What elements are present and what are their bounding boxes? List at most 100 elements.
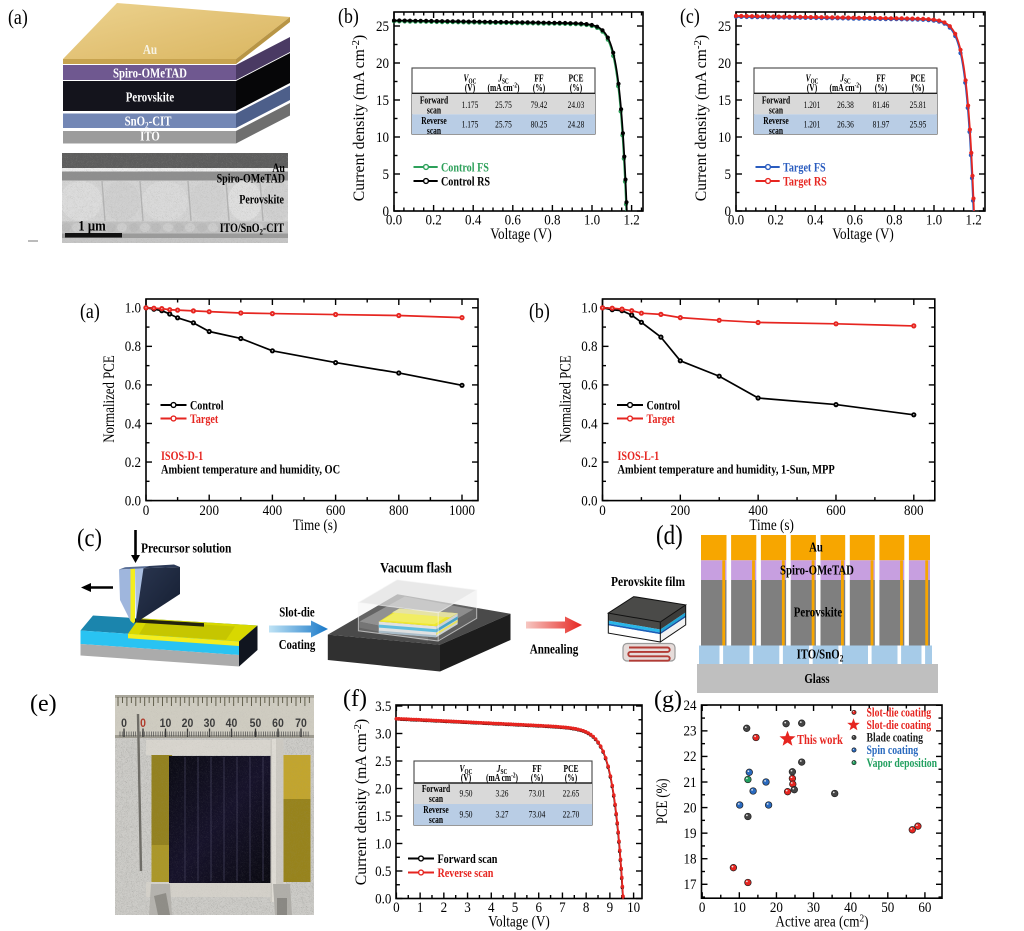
svg-text:22.65: 22.65 [563, 788, 580, 799]
svg-text:25: 25 [718, 18, 731, 34]
svg-text:3.27: 3.27 [496, 809, 509, 820]
svg-text:Perovskite film: Perovskite film [611, 574, 685, 589]
svg-text:81.46: 81.46 [873, 99, 890, 110]
svg-text:9.50: 9.50 [460, 809, 473, 820]
svg-text:Slot-die: Slot-die [279, 604, 315, 619]
svg-text:20: 20 [718, 55, 731, 71]
svg-text:800: 800 [904, 502, 924, 518]
svg-text:0.0: 0.0 [386, 212, 402, 228]
svg-text:(%): (%) [565, 772, 578, 783]
svg-text:0.6: 0.6 [581, 377, 597, 393]
svg-text:20: 20 [770, 899, 783, 915]
svg-text:Control: Control [190, 398, 224, 412]
svg-text:73.04: 73.04 [529, 809, 546, 820]
svg-text:0.6: 0.6 [125, 377, 141, 393]
svg-text:(c): (c) [77, 525, 102, 552]
svg-text:(%): (%) [912, 82, 925, 93]
svg-text:2.0: 2.0 [375, 781, 391, 797]
svg-text:scan: scan [769, 104, 783, 115]
svg-text:10: 10 [718, 129, 731, 145]
svg-text:Control FS: Control FS [441, 160, 489, 174]
svg-text:(f): (f) [343, 686, 367, 712]
svg-text:8: 8 [583, 899, 590, 915]
svg-text:2.5: 2.5 [375, 753, 391, 769]
svg-text:25.75: 25.75 [495, 99, 512, 110]
svg-text:(V): (V) [465, 82, 475, 93]
svg-text:ISOS-L-1: ISOS-L-1 [618, 449, 660, 463]
svg-text:26.36: 26.36 [837, 119, 854, 130]
svg-text:1.175: 1.175 [462, 119, 479, 130]
svg-text:200: 200 [199, 502, 219, 518]
svg-text:0.0: 0.0 [375, 891, 391, 907]
svg-text:scan: scan [429, 814, 443, 825]
svg-text:ISOS-D-1: ISOS-D-1 [161, 449, 203, 463]
svg-text:0.2: 0.2 [581, 454, 597, 470]
svg-text:5: 5 [512, 899, 519, 915]
svg-text:Target RS: Target RS [783, 174, 827, 188]
svg-text:1.0: 1.0 [581, 300, 597, 316]
svg-text:(a): (a) [80, 301, 100, 324]
svg-text:22.70: 22.70 [563, 809, 580, 820]
svg-text:0.4: 0.4 [465, 212, 481, 228]
svg-text:3.26: 3.26 [496, 788, 509, 799]
svg-text:50: 50 [881, 899, 894, 915]
svg-text:ITO/SnO2-CIT: ITO/SnO2-CIT [220, 222, 285, 237]
svg-text:1.5: 1.5 [375, 808, 391, 824]
svg-text:17: 17 [683, 876, 696, 892]
svg-text:Voltage (V): Voltage (V) [488, 914, 550, 931]
svg-text:1.0: 1.0 [125, 300, 141, 316]
svg-text:19: 19 [683, 825, 696, 841]
svg-text:1.2: 1.2 [965, 212, 981, 228]
svg-text:7: 7 [559, 899, 566, 915]
svg-text:VOC: VOC [460, 763, 473, 776]
svg-text:1 μm: 1 μm [78, 219, 106, 235]
svg-text:Target: Target [190, 412, 218, 426]
svg-text:(d): (d) [656, 521, 683, 550]
svg-text:Reverse: Reverse [421, 115, 446, 126]
svg-text:Voltage (V): Voltage (V) [490, 226, 552, 243]
svg-text:0: 0 [393, 899, 400, 915]
svg-text:Normalized PCE: Normalized PCE [101, 355, 118, 442]
svg-text:scan: scan [429, 793, 443, 804]
svg-text:(%): (%) [875, 82, 888, 93]
svg-text:0: 0 [599, 502, 606, 518]
svg-text:0.0: 0.0 [728, 212, 744, 228]
svg-text:30: 30 [807, 899, 820, 915]
svg-text:FF: FF [534, 72, 543, 83]
svg-text:3.0: 3.0 [375, 726, 391, 742]
svg-text:Time (s): Time (s) [749, 517, 794, 534]
svg-text:Au: Au [809, 539, 823, 554]
svg-text:600: 600 [826, 502, 846, 518]
svg-text:(c): (c) [680, 6, 700, 29]
svg-text:0.4: 0.4 [125, 416, 141, 432]
svg-text:scan: scan [427, 125, 441, 136]
svg-text:20: 20 [376, 55, 389, 71]
svg-text:Control: Control [647, 398, 681, 412]
svg-text:Current density (mA cm-2): Current density (mA cm-2) [350, 35, 368, 201]
svg-text:Forward: Forward [422, 783, 450, 794]
svg-text:0.2: 0.2 [767, 212, 783, 228]
svg-text:JSC: JSC [496, 763, 507, 776]
svg-text:25.95: 25.95 [910, 119, 927, 130]
svg-text:0: 0 [699, 899, 706, 915]
svg-text:3.5: 3.5 [375, 698, 391, 714]
svg-text:40: 40 [844, 899, 857, 915]
svg-text:81.97: 81.97 [873, 119, 890, 130]
svg-text:10: 10 [733, 899, 746, 915]
svg-text:200: 200 [671, 502, 691, 518]
svg-text:(%): (%) [533, 82, 546, 93]
svg-text:Spiro-OMeTAD: Spiro-OMeTAD [217, 173, 285, 186]
svg-text:Perovskite: Perovskite [794, 604, 843, 619]
svg-text:(V): (V) [807, 82, 817, 93]
svg-text:25.81: 25.81 [910, 99, 927, 110]
svg-text:Coating: Coating [279, 637, 316, 652]
svg-text:0: 0 [382, 203, 389, 219]
svg-text:0.6: 0.6 [505, 212, 521, 228]
svg-text:9: 9 [607, 899, 614, 915]
svg-text:Reverse: Reverse [763, 115, 788, 126]
svg-text:(g): (g) [654, 687, 682, 713]
svg-text:24.28: 24.28 [568, 119, 585, 130]
svg-text:VOC: VOC [806, 72, 819, 85]
svg-text:Spiro-OMeTAD: Spiro-OMeTAD [780, 562, 854, 577]
svg-text:1.201: 1.201 [804, 119, 821, 130]
